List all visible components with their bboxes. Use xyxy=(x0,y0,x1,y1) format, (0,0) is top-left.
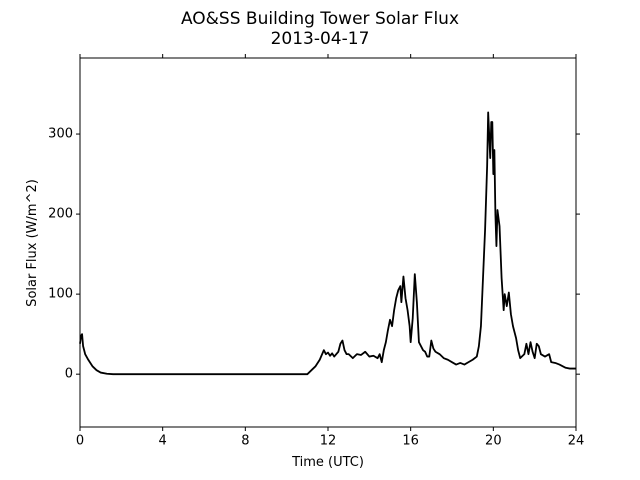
x-tick-label: 16 xyxy=(402,434,419,449)
y-tick-label: 300 xyxy=(48,127,73,142)
chart-subtitle: 2013-04-17 xyxy=(271,29,370,49)
x-tick-label: 0 xyxy=(76,434,84,449)
x-tick-label: 24 xyxy=(568,434,585,449)
x-tick-label: 8 xyxy=(241,434,249,449)
y-tick-label: 200 xyxy=(48,207,73,222)
y-tick-label: 100 xyxy=(48,287,73,302)
y-tick-label: 0 xyxy=(65,367,73,382)
chart-title: AO&SS Building Tower Solar Flux xyxy=(181,9,459,29)
x-axis-label: Time (UTC) xyxy=(291,455,364,470)
x-tick-label: 12 xyxy=(320,434,337,449)
x-tick-label: 4 xyxy=(159,434,167,449)
data-line xyxy=(79,111,576,376)
x-tick-label: 20 xyxy=(485,434,502,449)
plot-frame xyxy=(79,57,577,428)
y-axis-label: Solar Flux (W/m^2) xyxy=(25,179,40,307)
